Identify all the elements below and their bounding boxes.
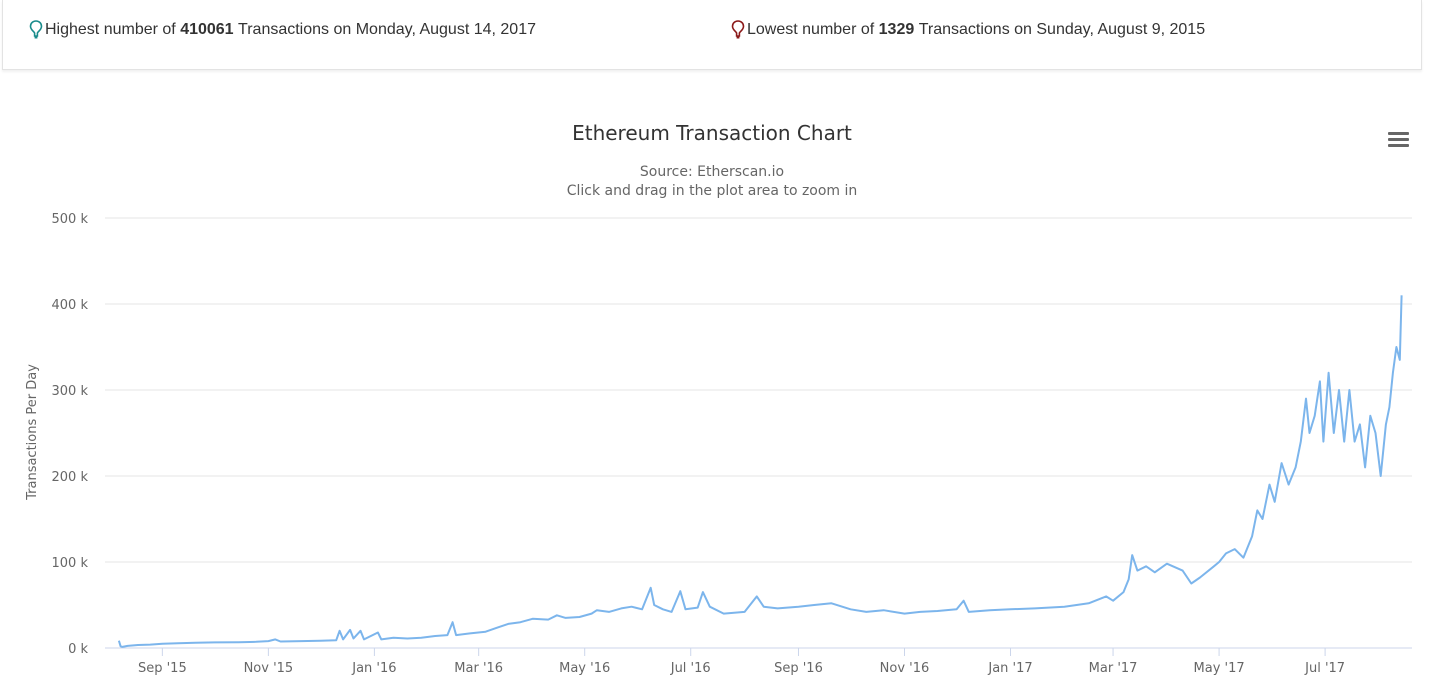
y-tick-label: 0 k [68, 642, 88, 657]
x-tick-label: Jan '16 [351, 661, 396, 676]
lowest-suffix: Transactions on Sunday, August 9, 2015 [918, 21, 1206, 38]
series-line[interactable] [117, 295, 1403, 648]
lowest-transactions-stat: Lowest number of 1329 Transactions on Su… [731, 20, 1205, 40]
x-tick-label: May '16 [559, 661, 610, 676]
x-tick-label: Nov '16 [880, 661, 930, 676]
y-tick-label: 200 k [52, 470, 89, 485]
y-tick-label: 500 k [52, 212, 89, 227]
x-tick-label: May '17 [1194, 661, 1245, 676]
lowest-prefix: Lowest number of [747, 21, 875, 38]
highest-suffix: Transactions on Monday, August 14, 2017 [238, 21, 536, 38]
transaction-chart[interactable]: Ethereum Transaction Chart Source: Ether… [0, 70, 1433, 686]
y-tick-label: 300 k [52, 384, 89, 399]
stats-panel: Highest number of 410061 Transactions on… [2, 0, 1422, 70]
chart-subtitle-source: Source: Etherscan.io [640, 164, 784, 180]
menu-icon[interactable] [1384, 128, 1414, 152]
x-tick-label: Jul '16 [670, 661, 711, 676]
x-tick-label: Nov '15 [244, 661, 294, 676]
y-axis-labels: 0 k 100 k 200 k 300 k 400 k 500 k [52, 212, 89, 657]
x-tick-label: Mar '16 [454, 661, 503, 676]
x-tick-label: Sep '16 [774, 661, 823, 676]
chart-container[interactable]: Ethereum Transaction Chart Source: Ether… [0, 70, 1433, 686]
lowest-value: 1329 [878, 21, 915, 38]
chart-subtitle-hint: Click and drag in the plot area to zoom … [567, 183, 858, 199]
chart-title: Ethereum Transaction Chart [572, 121, 852, 145]
highest-transactions-stat: Highest number of 410061 Transactions on… [29, 20, 536, 40]
x-tick-label: Jan '17 [987, 661, 1032, 676]
x-tick-label: Jul '17 [1304, 661, 1345, 676]
x-tick-label: Mar '17 [1089, 661, 1138, 676]
highest-value: 410061 [180, 21, 234, 38]
y-tick-label: 400 k [52, 298, 89, 313]
plot-area[interactable] [117, 295, 1403, 648]
map-pin-icon [29, 20, 43, 40]
x-axis-labels: Sep '15 Nov '15 Jan '16 Mar '16 May '16 Jul '… [138, 648, 1345, 676]
highest-prefix: Highest number of [45, 21, 176, 38]
map-pin-icon [731, 20, 745, 40]
x-tick-label: Sep '15 [138, 661, 187, 676]
grid-lines [105, 217, 1412, 649]
y-tick-label: 100 k [52, 556, 89, 571]
y-axis-title: Transactions Per Day [25, 364, 40, 501]
